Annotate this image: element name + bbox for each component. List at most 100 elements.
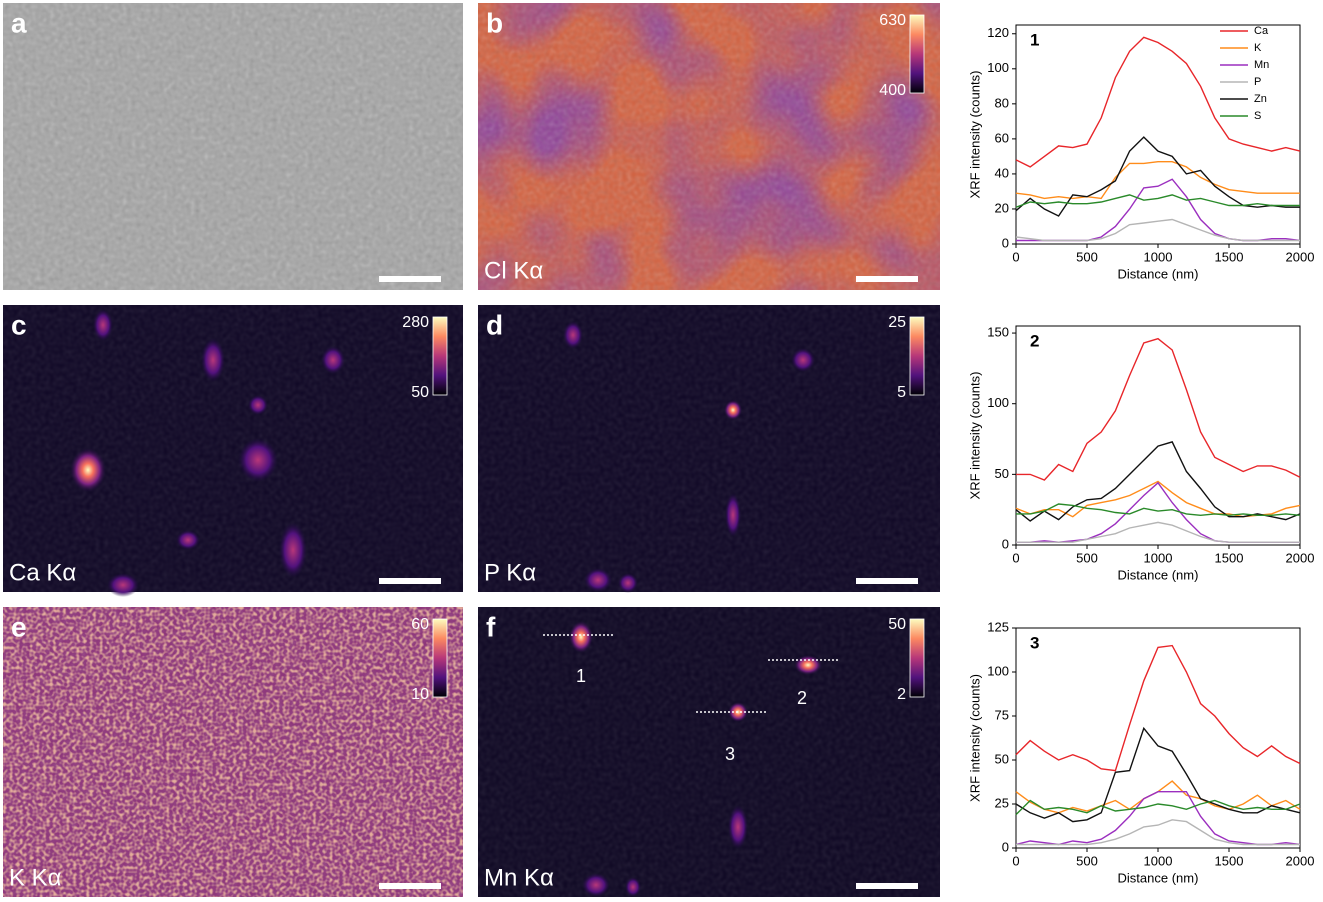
y-tick-label: 100 [987, 395, 1009, 410]
signal-spot [176, 530, 200, 550]
scale-bar [856, 276, 918, 282]
colorbar [909, 14, 925, 94]
plot-frame [1015, 325, 1301, 546]
signal-spot [93, 309, 113, 341]
image-panel: a [3, 3, 463, 290]
y-tick-label: 150 [987, 325, 1009, 340]
signal-spot [618, 573, 638, 593]
data-line [1015, 36, 1301, 168]
y-axis-label: XRF intensity (counts) [967, 372, 982, 500]
image-panel: c Ca Kα 280 50 [3, 305, 463, 682]
data-line [1015, 644, 1301, 772]
signal-spot [321, 346, 345, 374]
y-axis-label: XRF intensity (counts) [967, 71, 982, 199]
y-tick-label: 0 [1002, 839, 1009, 854]
signal-spot [791, 348, 815, 372]
colorbar [432, 618, 448, 698]
colorbar-max: 280 [402, 314, 429, 331]
y-tick-label: 100 [987, 60, 1009, 75]
x-tick-label: 1000 [1144, 853, 1173, 868]
signal-spot [582, 873, 610, 897]
profile-marker: 1 [576, 666, 586, 686]
data-line [1015, 194, 1300, 208]
profile-marker: 2 [797, 688, 807, 708]
data-line [1016, 337, 1301, 481]
y-axis-label: XRF intensity (counts) [967, 674, 982, 802]
colorbar-min: 2 [897, 686, 906, 703]
image-texture [3, 305, 463, 592]
panel-letter: b [486, 7, 503, 38]
data-line [1015, 136, 1300, 217]
y-tick-label: 100 [987, 663, 1009, 678]
data-line [1015, 161, 1300, 200]
y-tick-label: 60 [995, 130, 1009, 145]
chart-annotation: 3 [1030, 633, 1039, 652]
data-line [1016, 521, 1300, 543]
x-tick-label: 1500 [1215, 249, 1244, 264]
signal-spot [107, 573, 139, 597]
image-texture [478, 3, 940, 290]
image-texture [478, 607, 940, 897]
colorbar-max: 60 [411, 616, 429, 633]
data-line [1016, 819, 1300, 846]
y-tick-label: 50 [995, 751, 1009, 766]
colorbar [432, 316, 448, 396]
x-tick-label: 1500 [1215, 550, 1244, 565]
signal-spot [248, 395, 268, 415]
data-line [1015, 218, 1300, 242]
line-chart: 0 20 40 60 80 100 120 0 500 1000 1500 2000 Distance … [967, 24, 1315, 281]
scale-bar [379, 883, 441, 889]
signal-spot [625, 877, 641, 897]
x-tick-label: 1000 [1144, 550, 1173, 565]
x-tick-label: 0 [1012, 853, 1019, 868]
panel-letter: e [11, 611, 27, 642]
colorbar-min: 50 [411, 384, 429, 401]
x-tick-label: 2000 [1286, 249, 1315, 264]
panel-letter: c [11, 309, 27, 340]
scale-bar [856, 578, 918, 584]
image-panel: e K Kα 60 10 [3, 607, 463, 897]
x-tick-label: 0 [1012, 249, 1019, 264]
element-label: Ca Kα [9, 559, 76, 586]
signal-spot [724, 400, 742, 420]
legend-label: K [1254, 42, 1262, 54]
colorbar [909, 618, 925, 698]
y-tick-label: 75 [995, 707, 1009, 722]
legend-label: S [1254, 110, 1261, 122]
scale-bar [379, 578, 441, 584]
plot-frame [1015, 627, 1301, 849]
data-line [1015, 799, 1301, 816]
profile-marker: 3 [725, 744, 735, 764]
line-chart: 0 25 50 75 100 125 0 500 1000 1500 2000 Distance (n… [967, 619, 1314, 885]
image-panel: d P Kα 25 5 [478, 305, 940, 593]
signal-spot [279, 522, 307, 578]
image-panel: f Mn Kα 50 2 1 2 3 [478, 607, 940, 897]
element-label: Mn Kα [484, 864, 554, 891]
image-panel: b Cl Kα 630 400 [478, 3, 940, 290]
y-tick-label: 80 [995, 95, 1009, 110]
signal-spot [563, 321, 583, 349]
data-line [1016, 178, 1301, 242]
x-tick-label: 1000 [1144, 249, 1173, 264]
x-tick-label: 0 [1012, 550, 1019, 565]
colorbar-min: 400 [879, 82, 906, 99]
y-tick-label: 40 [995, 165, 1009, 180]
signal-spot [725, 493, 741, 537]
data-line [1015, 480, 1301, 518]
colorbar-max: 25 [888, 314, 906, 331]
legend-label: Zn [1254, 93, 1267, 105]
panel-letter: f [486, 611, 496, 642]
image-texture [3, 3, 463, 290]
signal-spot [728, 805, 748, 849]
image-texture [478, 305, 940, 592]
y-tick-label: 20 [995, 200, 1009, 215]
signal-spot [201, 338, 225, 382]
colorbar-max: 630 [879, 12, 906, 29]
colorbar [909, 316, 925, 396]
element-label: Cl Kα [484, 257, 543, 284]
chart-annotation: 2 [1030, 331, 1039, 350]
data-line [1015, 791, 1301, 846]
chart-annotation: 1 [1030, 30, 1039, 49]
element-label: P Kα [484, 559, 536, 586]
